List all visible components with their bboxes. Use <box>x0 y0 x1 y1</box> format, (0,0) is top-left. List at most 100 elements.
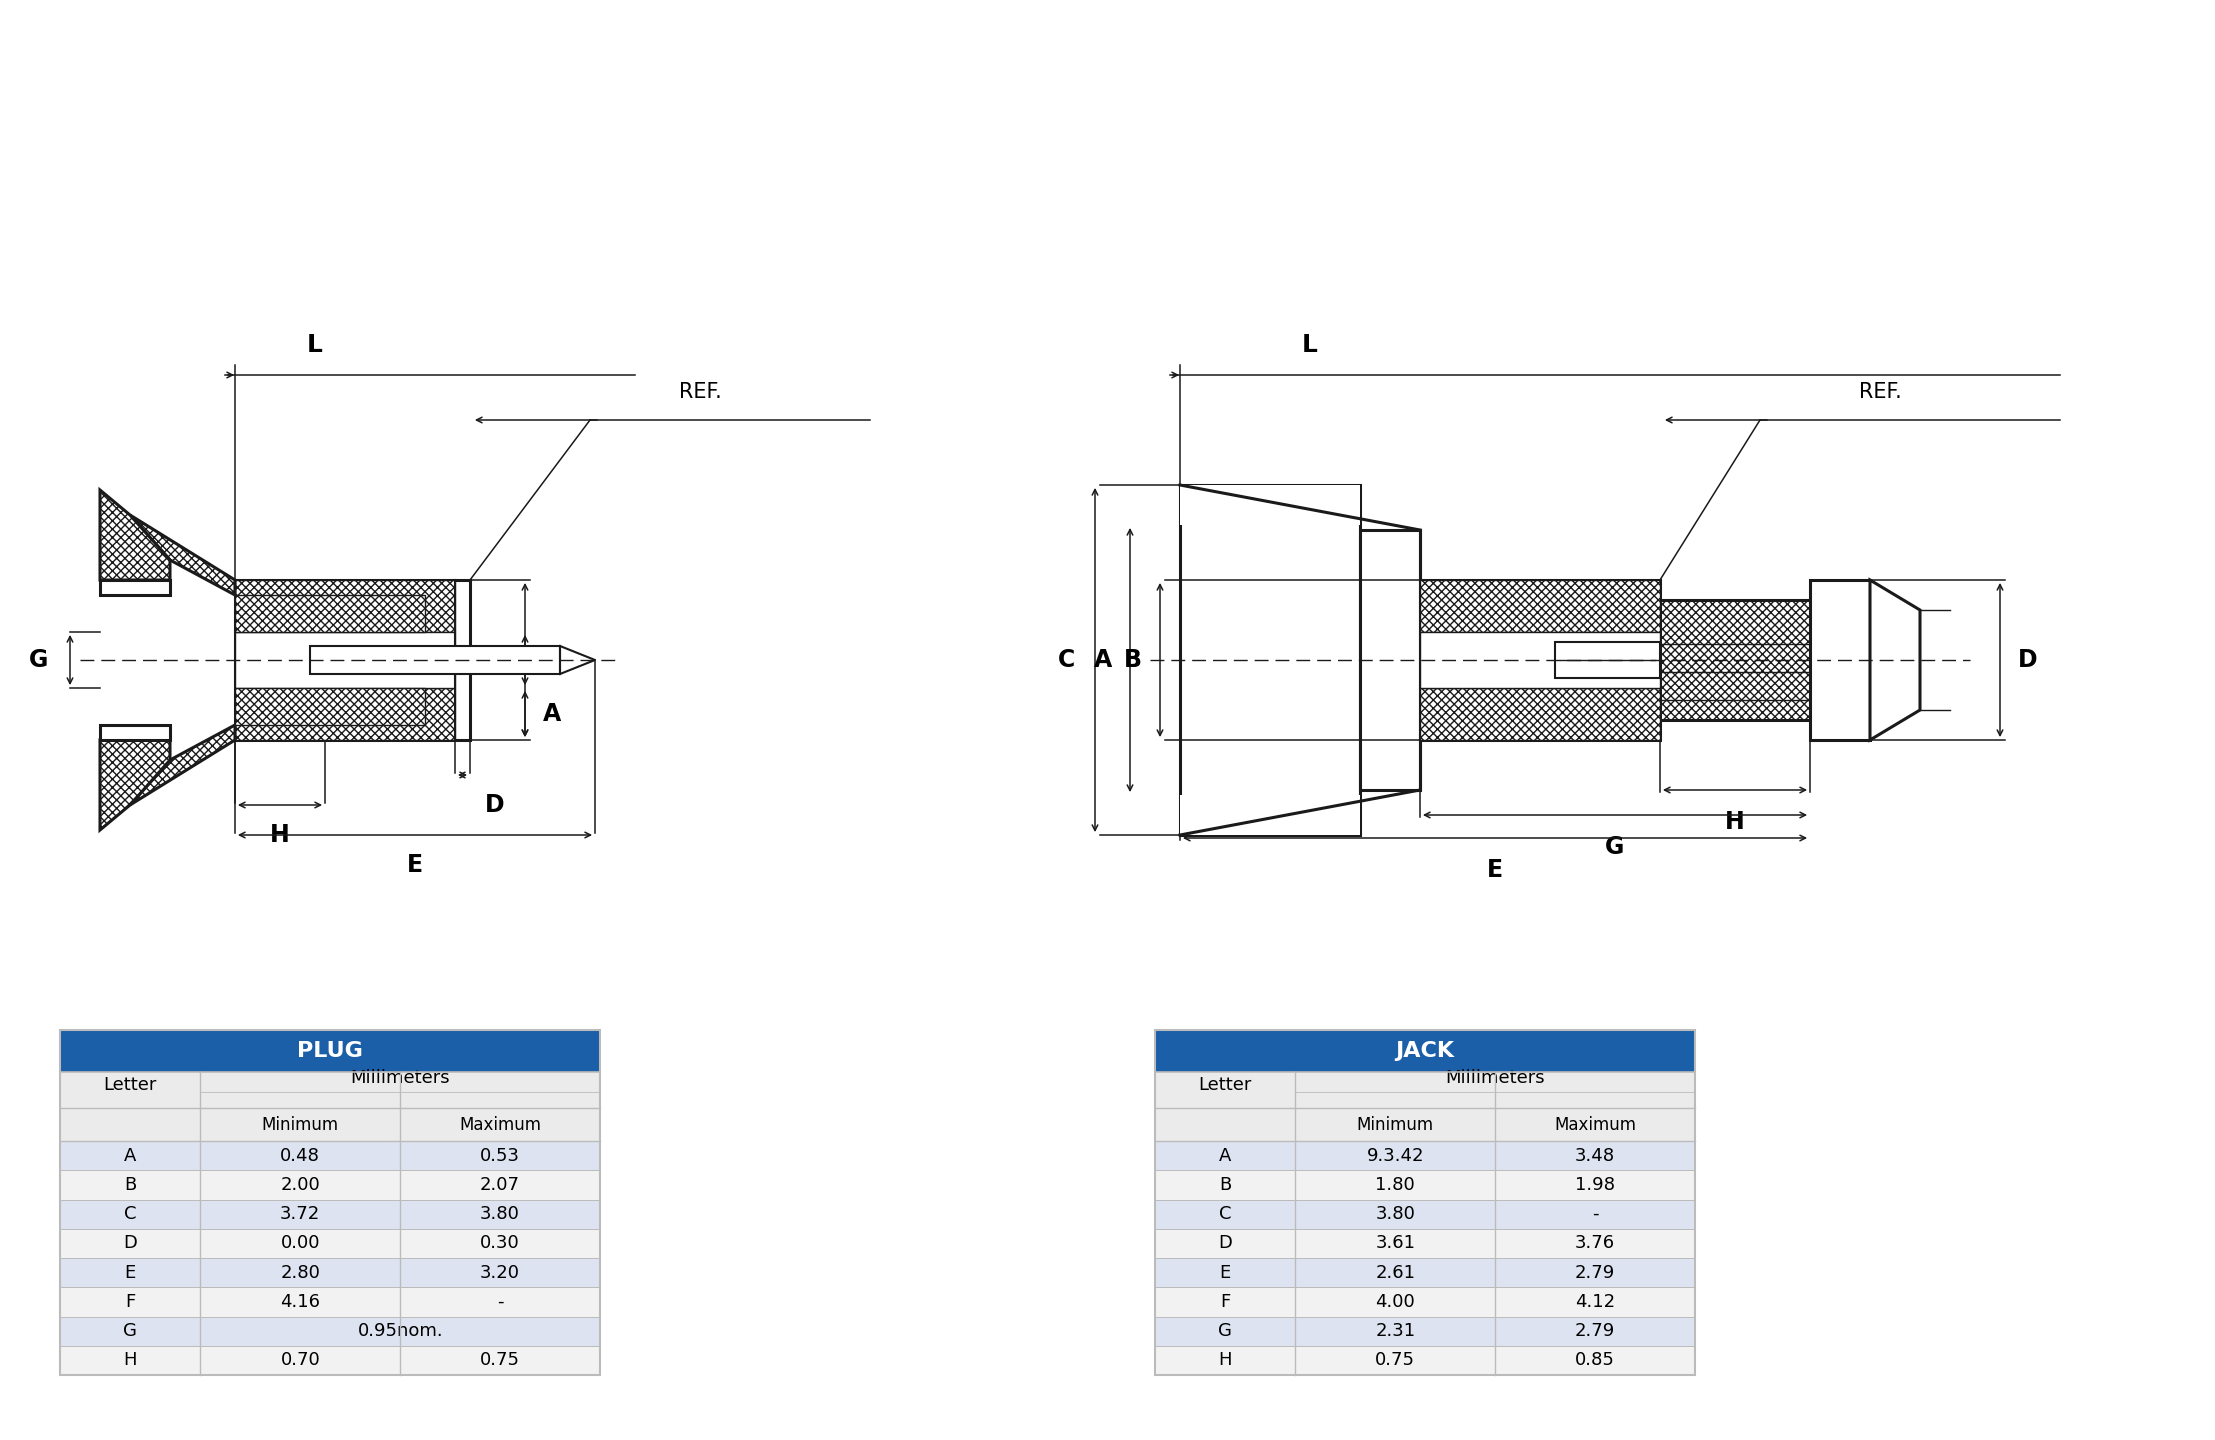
Text: Minimum: Minimum <box>261 1116 339 1133</box>
Bar <box>1154 1030 1694 1071</box>
Text: B: B <box>543 648 560 672</box>
Bar <box>60 1200 600 1228</box>
Text: 3.61: 3.61 <box>1376 1234 1415 1253</box>
Bar <box>235 580 454 632</box>
Text: 9.3.42: 9.3.42 <box>1367 1146 1424 1165</box>
Text: 3.48: 3.48 <box>1575 1146 1615 1165</box>
Bar <box>235 595 425 632</box>
Bar <box>60 1030 600 1375</box>
Text: -: - <box>1593 1205 1599 1223</box>
Text: B: B <box>1218 1176 1232 1194</box>
Text: Letter: Letter <box>1198 1076 1251 1093</box>
Text: Millimeters: Millimeters <box>350 1070 450 1087</box>
Bar <box>1154 1030 1694 1375</box>
Bar <box>1154 1259 1694 1287</box>
Text: 2.31: 2.31 <box>1376 1322 1415 1341</box>
Text: H: H <box>270 824 290 847</box>
Text: 2.79: 2.79 <box>1575 1322 1615 1341</box>
Bar <box>310 647 560 674</box>
Polygon shape <box>100 740 171 829</box>
Bar <box>60 1071 600 1107</box>
Bar <box>60 1171 600 1200</box>
Bar <box>1360 530 1420 791</box>
Text: 0.95nom.: 0.95nom. <box>357 1322 443 1341</box>
Text: REF.: REF. <box>678 382 722 402</box>
Text: H: H <box>124 1351 137 1369</box>
Bar <box>1420 580 1659 740</box>
Text: 0.70: 0.70 <box>281 1351 321 1369</box>
Text: 3.72: 3.72 <box>279 1205 321 1223</box>
Text: E: E <box>1486 858 1504 881</box>
Polygon shape <box>131 516 235 595</box>
Bar <box>1420 632 1659 688</box>
Text: H: H <box>1725 809 1745 834</box>
Text: Maximum: Maximum <box>459 1116 540 1133</box>
Text: 2.00: 2.00 <box>281 1176 321 1194</box>
Bar <box>60 1140 600 1171</box>
Text: 3.20: 3.20 <box>481 1264 521 1282</box>
Text: JACK: JACK <box>1395 1041 1455 1061</box>
Polygon shape <box>100 580 171 595</box>
Text: 0.48: 0.48 <box>281 1146 321 1165</box>
Text: D: D <box>124 1234 137 1253</box>
Text: 2.61: 2.61 <box>1376 1264 1415 1282</box>
Text: REF.: REF. <box>1858 382 1900 402</box>
Text: Letter: Letter <box>104 1076 157 1093</box>
Text: G: G <box>29 648 49 672</box>
Text: F: F <box>124 1293 135 1310</box>
Text: E: E <box>1220 1264 1232 1282</box>
Polygon shape <box>131 724 235 805</box>
Text: 3.76: 3.76 <box>1575 1234 1615 1253</box>
Bar <box>60 1030 600 1071</box>
Bar <box>60 1287 600 1316</box>
Text: Millimeters: Millimeters <box>1446 1070 1546 1087</box>
Bar <box>1420 580 1659 632</box>
Polygon shape <box>100 490 171 580</box>
Text: 3.80: 3.80 <box>1376 1205 1415 1223</box>
Text: 1.80: 1.80 <box>1376 1176 1415 1194</box>
Bar <box>1659 600 1810 720</box>
Text: E: E <box>124 1264 135 1282</box>
Bar <box>1154 1071 1694 1107</box>
Bar <box>1154 1200 1694 1228</box>
Text: D: D <box>485 793 505 816</box>
Text: A: A <box>124 1146 137 1165</box>
Bar <box>1181 485 1360 835</box>
Bar <box>1810 580 1869 740</box>
Bar <box>1154 1171 1694 1200</box>
Bar <box>1154 1228 1694 1259</box>
Text: -: - <box>496 1293 503 1310</box>
Text: 3.80: 3.80 <box>481 1205 521 1223</box>
Text: G: G <box>1606 835 1624 860</box>
Text: H: H <box>1218 1351 1232 1369</box>
Polygon shape <box>100 724 171 740</box>
Bar <box>1181 795 1360 835</box>
Text: A: A <box>1218 1146 1232 1165</box>
Bar <box>235 632 454 688</box>
Text: 0.00: 0.00 <box>281 1234 319 1253</box>
Text: L: L <box>308 333 323 357</box>
Text: 0.30: 0.30 <box>481 1234 521 1253</box>
Text: PLUG: PLUG <box>297 1041 363 1061</box>
Bar <box>1181 485 1360 526</box>
Bar <box>235 580 470 740</box>
Bar <box>60 1259 600 1287</box>
Text: C: C <box>1218 1205 1232 1223</box>
Text: D: D <box>2018 648 2038 672</box>
Bar <box>60 1346 600 1375</box>
Text: C: C <box>1059 648 1074 672</box>
Text: G: G <box>124 1322 137 1341</box>
Bar <box>1555 642 1659 678</box>
Bar <box>60 1316 600 1346</box>
Bar <box>235 688 454 740</box>
Bar <box>235 688 425 724</box>
Text: B: B <box>1123 648 1143 672</box>
Text: 0.53: 0.53 <box>481 1146 521 1165</box>
Text: A: A <box>1094 648 1112 672</box>
Bar <box>1420 688 1659 740</box>
Text: B: B <box>124 1176 137 1194</box>
Text: G: G <box>1218 1322 1232 1341</box>
Polygon shape <box>1869 580 1920 740</box>
Text: 0.75: 0.75 <box>1376 1351 1415 1369</box>
Text: 0.85: 0.85 <box>1575 1351 1615 1369</box>
